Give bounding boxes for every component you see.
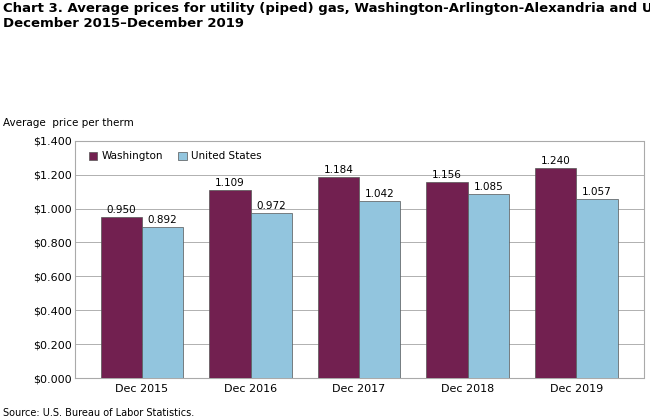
Text: 1.042: 1.042 — [365, 189, 395, 200]
Text: Average  price per therm: Average price per therm — [3, 118, 134, 128]
Legend: Washington, United States: Washington, United States — [86, 148, 265, 165]
Text: Chart 3. Average prices for utility (piped) gas, Washington-Arlington-Alexandria: Chart 3. Average prices for utility (pip… — [3, 2, 650, 30]
Bar — [209, 190, 250, 378]
Bar — [318, 177, 359, 378]
Bar — [468, 194, 509, 378]
Text: 0.892: 0.892 — [148, 215, 177, 225]
Text: 1.085: 1.085 — [473, 182, 503, 192]
Bar — [577, 199, 617, 378]
Bar — [359, 201, 400, 378]
Bar — [142, 227, 183, 378]
Text: 1.240: 1.240 — [541, 156, 571, 166]
Text: 0.950: 0.950 — [107, 205, 136, 215]
Text: 1.109: 1.109 — [215, 178, 245, 188]
Bar — [250, 213, 292, 378]
Text: 0.972: 0.972 — [256, 201, 286, 211]
Text: Source: U.S. Bureau of Labor Statistics.: Source: U.S. Bureau of Labor Statistics. — [3, 408, 194, 418]
Bar — [101, 217, 142, 378]
Bar — [426, 182, 468, 378]
Text: 1.057: 1.057 — [582, 187, 612, 197]
Text: 1.184: 1.184 — [324, 165, 354, 175]
Bar — [535, 168, 577, 378]
Text: 1.156: 1.156 — [432, 170, 462, 180]
